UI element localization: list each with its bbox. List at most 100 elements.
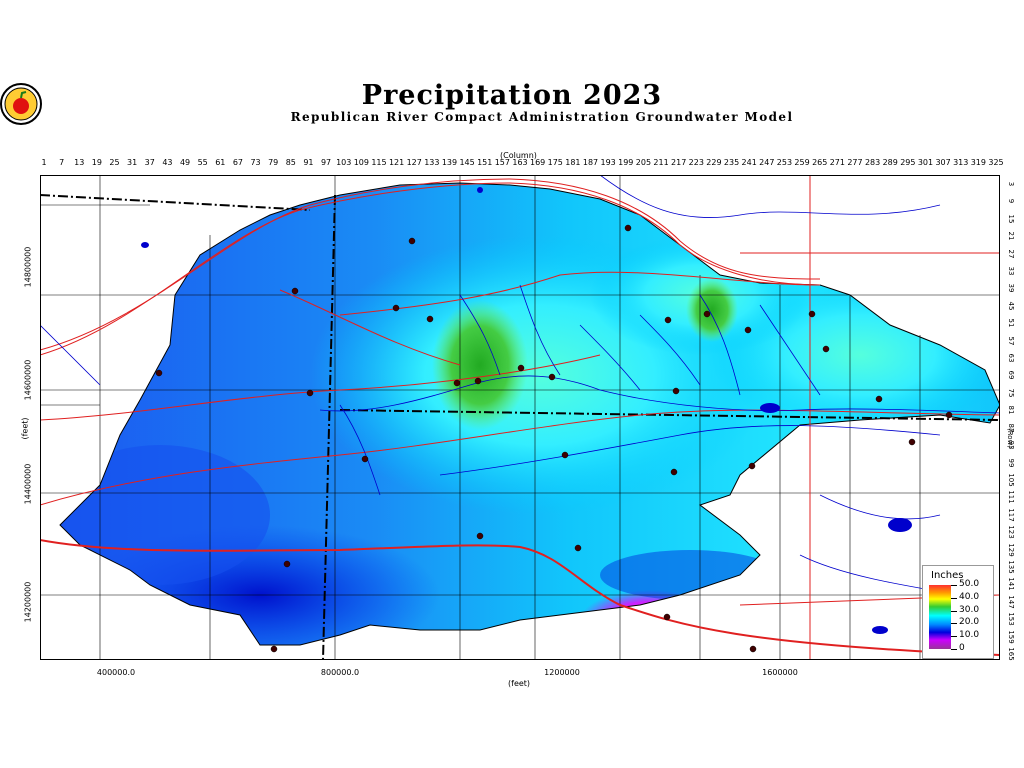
x-tick-label: 400000.0 — [96, 668, 136, 677]
row-tick-label: 3 — [1007, 181, 1015, 187]
column-tick-label: 301 — [917, 158, 934, 167]
row-tick-label: 69 — [1007, 371, 1015, 380]
column-tick-label: 229 — [706, 158, 722, 167]
column-tick-label: 25 — [109, 158, 120, 167]
column-tick-label: 73 — [250, 158, 261, 167]
row-tick-label: 105 — [1007, 473, 1015, 487]
column-tick-label: 283 — [864, 158, 881, 167]
column-tick-label: 223 — [688, 158, 704, 167]
column-tick-label: 199 — [618, 158, 634, 167]
row-axis-title: (Row) — [1006, 428, 1014, 449]
station-points — [155, 224, 953, 653]
row-tick-label: 81 — [1007, 405, 1015, 415]
map-frame — [40, 175, 1000, 660]
row-tick-label: 165 — [1007, 647, 1015, 661]
row-tick-label: 21 — [1007, 231, 1015, 241]
legend-value-label: 20.0 — [959, 617, 980, 628]
column-tick-label: 289 — [882, 158, 898, 167]
y-tick-label: 14800000 — [23, 246, 33, 288]
legend-color-bar — [929, 585, 951, 649]
county-boundaries — [40, 175, 1000, 660]
y-axis-title: (feet) — [20, 417, 30, 440]
row-tick-label: 123 — [1007, 525, 1015, 539]
column-tick-label: 163 — [512, 158, 528, 167]
column-tick-label: 61 — [215, 158, 226, 167]
y-tick-label: 14600000 — [23, 359, 33, 401]
column-tick-label: 19 — [91, 158, 102, 167]
row-tick-label: 63 — [1007, 353, 1015, 363]
row-tick-label: 111 — [1007, 490, 1015, 505]
legend-value-label: 10.0 — [959, 630, 980, 641]
column-tick-label: 43 — [162, 158, 173, 167]
column-tick-label: 133 — [424, 158, 440, 167]
column-tick-label: 157 — [494, 158, 510, 167]
column-tick-label: 205 — [635, 158, 652, 167]
column-axis-title: (Column) — [500, 151, 537, 160]
basin-boundary — [59, 182, 1000, 646]
row-tick-label: 129 — [1007, 542, 1015, 557]
row-tick-label: 75 — [1007, 388, 1015, 398]
roads — [40, 175, 1000, 660]
column-tick-label: 151 — [477, 158, 493, 167]
column-tick-label: 307 — [935, 158, 951, 167]
row-axis-ticks: 3 9 15 21 27 33 39 45 51 57 63 69 75 81 87 93 99 105 111 11… — [1003, 178, 1023, 661]
column-tick-label: 265 — [812, 158, 828, 167]
legend-value-label: 40.0 — [959, 591, 980, 602]
legend-title: Inches — [931, 570, 964, 581]
column-tick-label: 187 — [582, 158, 599, 167]
legend-tick — [951, 649, 957, 650]
x-axis-title: (feet) — [508, 679, 531, 688]
precipitation-legend: Inches 50.0 40.0 30.0 20.0 10.0 0 — [922, 565, 994, 659]
legend-tick — [951, 597, 957, 599]
column-tick-label: 97 — [320, 158, 332, 167]
column-tick-label: 325 — [988, 158, 1004, 167]
x-tick-label: 1200000 — [544, 668, 580, 677]
row-tick-label: 141 — [1007, 577, 1015, 592]
row-tick-label: 117 — [1007, 508, 1015, 522]
agency-seal-logo — [0, 82, 44, 126]
row-tick-label: 147 — [1007, 595, 1015, 609]
row-tick-label: 51 — [1007, 318, 1015, 328]
legend-tick — [951, 636, 957, 638]
row-tick-label: 99 — [1007, 458, 1015, 467]
precipitation-map — [40, 175, 1000, 660]
column-tick-label: 181 — [565, 158, 581, 167]
row-tick-label: 15 — [1007, 214, 1015, 224]
column-tick-label: 13 — [74, 158, 85, 167]
column-tick-label: 115 — [371, 158, 387, 167]
column-tick-label: 193 — [600, 158, 616, 167]
row-tick-label: 153 — [1007, 612, 1015, 626]
column-tick-label: 253 — [776, 158, 793, 167]
column-tick-label: 79 — [268, 158, 279, 167]
column-tick-label: 103 — [336, 158, 352, 167]
legend-value-label: 50.0 — [959, 579, 980, 589]
column-tick-label: 211 — [653, 158, 669, 167]
column-tick-label: 37 — [144, 158, 155, 167]
x-tick-label: 800000.0 — [320, 668, 360, 677]
row-tick-label: 57 — [1007, 336, 1015, 346]
column-tick-label: 85 — [285, 158, 296, 167]
column-tick-label: 247 — [759, 158, 775, 167]
column-tick-label: 277 — [847, 158, 863, 167]
column-tick-label: 139 — [441, 158, 458, 167]
row-tick-label: 159 — [1007, 629, 1015, 644]
column-tick-label: 217 — [671, 158, 687, 167]
column-tick-label: 169 — [529, 158, 546, 167]
row-tick-label: 27 — [1007, 249, 1015, 259]
column-tick-label: 295 — [900, 158, 916, 167]
column-tick-label: 49 — [179, 158, 191, 167]
column-tick-label: 67 — [232, 158, 244, 167]
row-tick-label: 33 — [1007, 266, 1015, 276]
column-tick-label: 91 — [303, 158, 314, 167]
row-tick-label: 135 — [1007, 560, 1015, 574]
column-tick-label: 127 — [406, 158, 422, 167]
column-tick-label: 319 — [970, 158, 986, 167]
y-tick-label: 14400000 — [23, 463, 33, 505]
lakes — [141, 187, 912, 634]
row-tick-label: 39 — [1007, 283, 1015, 293]
column-tick-label: 175 — [547, 158, 563, 167]
legend-tick — [951, 610, 957, 612]
column-tick-label: 241 — [741, 158, 757, 167]
legend-tick — [951, 623, 957, 625]
column-tick-label: 121 — [388, 158, 405, 167]
